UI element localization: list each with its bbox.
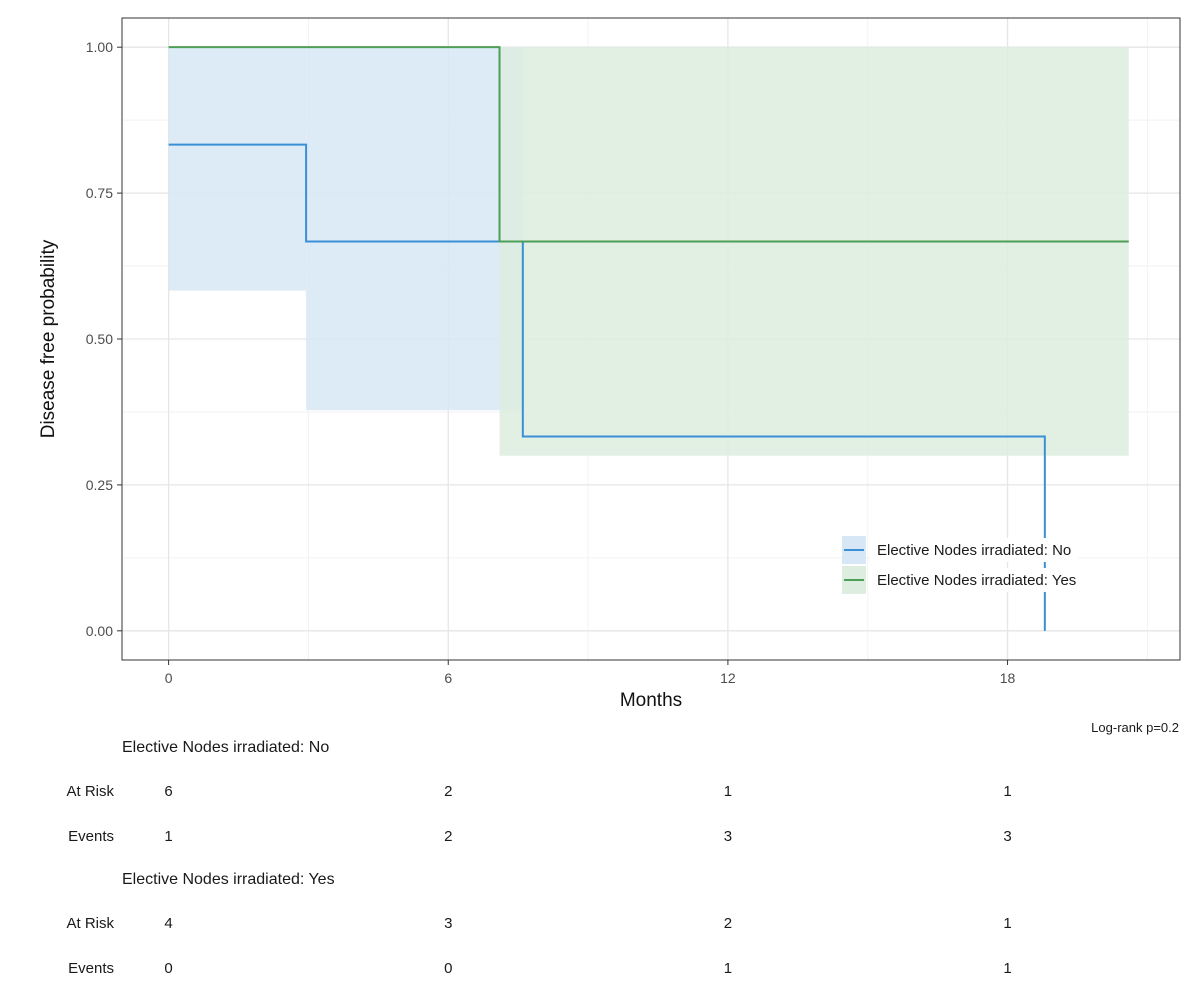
risk-value: 1 xyxy=(1003,960,1011,977)
legend-label: Elective Nodes irradiated: No xyxy=(877,542,1071,559)
y-tick-label: 0.75 xyxy=(86,185,113,201)
y-tick-label: 0.00 xyxy=(86,623,113,639)
plot-area: 0 6 12 18 0.00 0.25 0.50 0.75 1.00 Months Disea… xyxy=(38,17,1181,735)
ci-band-series-1 xyxy=(306,47,523,411)
y-tick-label: 0.50 xyxy=(86,331,113,347)
x-tick-label: 0 xyxy=(165,670,173,686)
risk-value: 3 xyxy=(724,828,732,845)
confidence-bands xyxy=(168,47,1129,456)
risk-table-row: Events 1 2 3 3 xyxy=(68,828,1012,845)
x-tick-label: 12 xyxy=(720,670,736,686)
y-tick-label: 0.25 xyxy=(86,477,113,493)
survival-curve-series-2 xyxy=(168,46,1129,243)
legend-item-series-1: Elective Nodes irradiated: No xyxy=(842,536,1079,564)
risk-row-label: Events xyxy=(68,960,114,977)
risk-value: 0 xyxy=(164,960,172,977)
x-tick-label: 6 xyxy=(444,670,452,686)
legend-label-bg xyxy=(870,538,1079,562)
risk-group-title: Elective Nodes irradiated: No xyxy=(122,739,329,756)
legend: Elective Nodes irradiated: No Elective No… xyxy=(842,536,1084,594)
risk-value: 1 xyxy=(724,960,732,977)
legend-label-bg xyxy=(870,568,1084,592)
log-rank-annotation: Log-rank p=0.2 xyxy=(1091,720,1179,735)
y-axis-title: Disease free probability xyxy=(38,239,59,438)
risk-value: 6 xyxy=(164,783,172,800)
risk-row-label: Events xyxy=(68,828,114,845)
legend-item-series-2: Elective Nodes irradiated: Yes xyxy=(842,566,1084,594)
risk-table: Elective Nodes irradiated: No At Risk 6 2 1 1… xyxy=(66,739,1011,977)
risk-row-label: At Risk xyxy=(66,783,114,800)
risk-table-row: Events 0 0 1 1 xyxy=(68,960,1012,977)
risk-table-row: At Risk 4 3 2 1 xyxy=(66,915,1011,932)
risk-value: 2 xyxy=(724,915,732,932)
ci-band-series-2 xyxy=(499,47,1129,456)
risk-value: 1 xyxy=(1003,915,1011,932)
risk-table-group-2: Elective Nodes irradiated: Yes At Risk 4 3 2… xyxy=(66,871,1011,977)
ci-band-series-1 xyxy=(168,47,307,291)
risk-value: 3 xyxy=(444,915,452,932)
risk-value: 1 xyxy=(724,783,732,800)
risk-value: 2 xyxy=(444,828,452,845)
risk-value: 1 xyxy=(164,828,172,845)
risk-table-group-1: Elective Nodes irradiated: No At Risk 6 2 1 1… xyxy=(66,739,1011,845)
risk-table-row: At Risk 6 2 1 1 xyxy=(66,783,1011,800)
y-tick-label: 1.00 xyxy=(86,39,113,55)
risk-value: 1 xyxy=(1003,783,1011,800)
x-tick-label: 18 xyxy=(1000,670,1016,686)
survival-curves xyxy=(168,46,1129,631)
y-axis-ticks: 0.00 0.25 0.50 0.75 1.00 xyxy=(86,39,122,639)
risk-value: 4 xyxy=(164,915,172,932)
legend-label: Elective Nodes irradiated: Yes xyxy=(877,572,1076,589)
risk-value: 3 xyxy=(1003,828,1011,845)
x-axis-title: Months xyxy=(620,690,682,711)
risk-group-title: Elective Nodes irradiated: Yes xyxy=(122,871,335,888)
x-axis-ticks: 0 6 12 18 xyxy=(165,660,1016,686)
risk-value: 2 xyxy=(444,783,452,800)
risk-row-label: At Risk xyxy=(66,915,114,932)
risk-value: 0 xyxy=(444,960,452,977)
